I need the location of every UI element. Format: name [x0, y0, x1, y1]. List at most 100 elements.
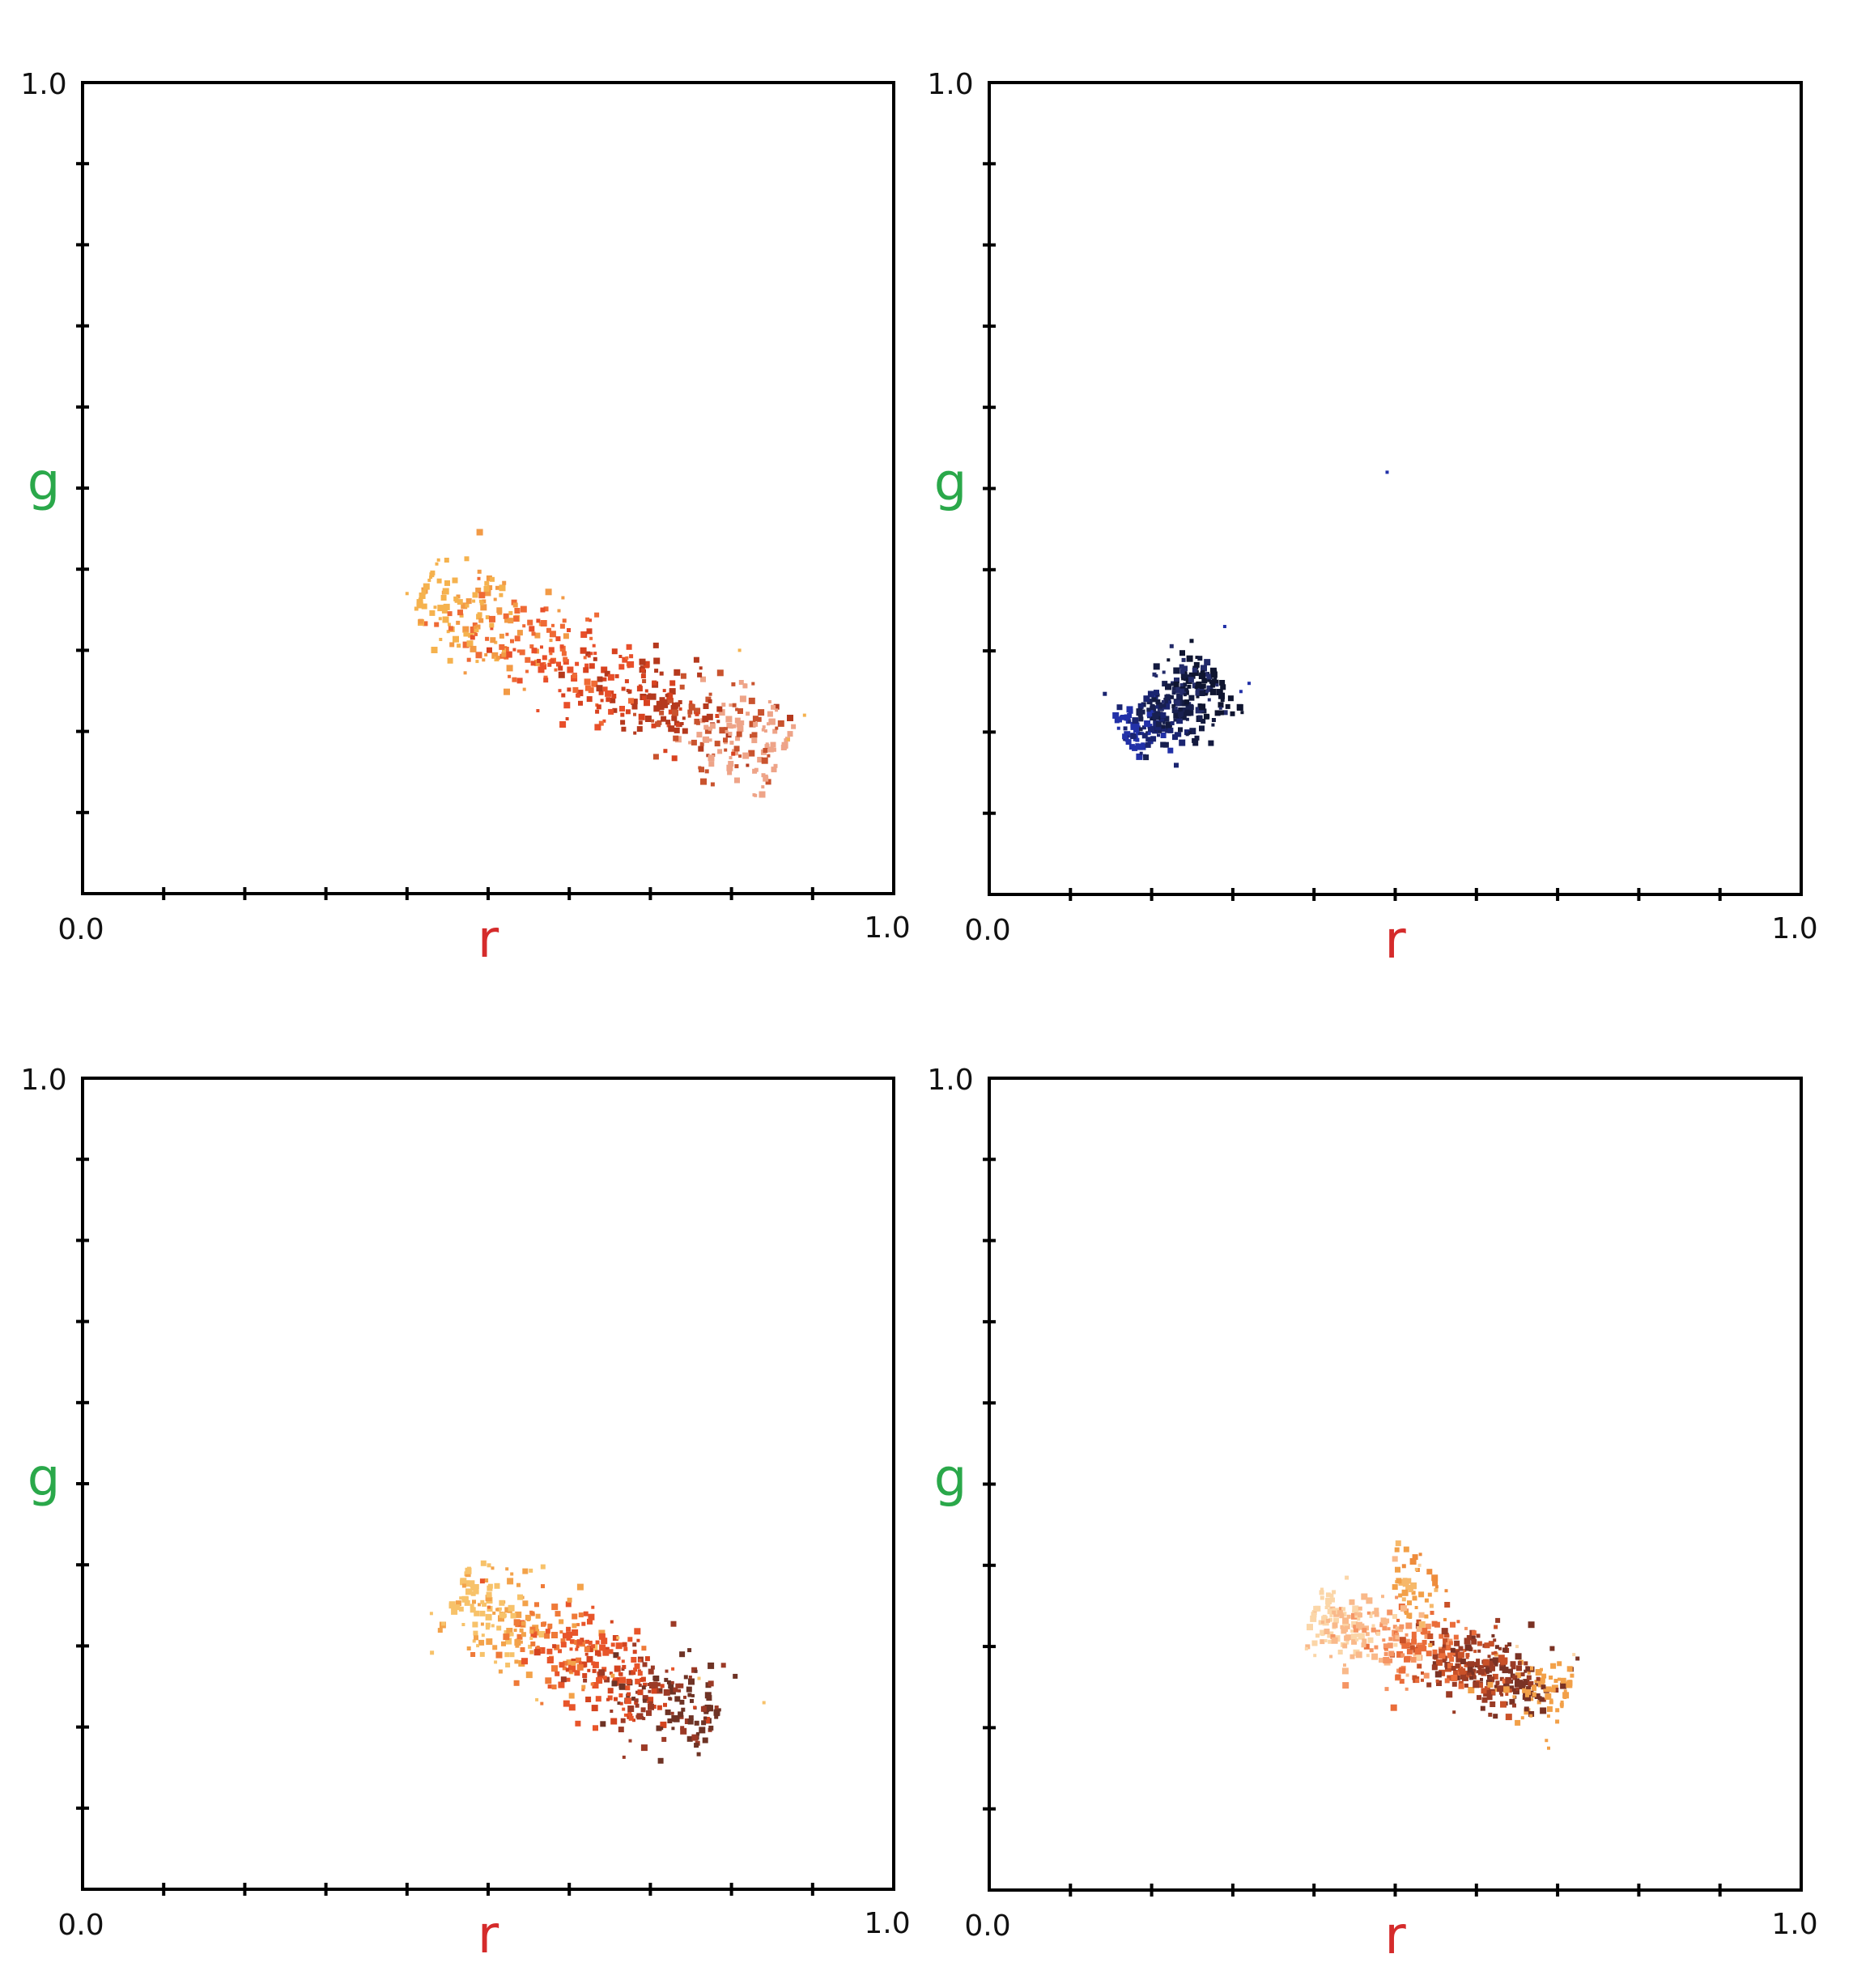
scatter-point: [536, 1646, 540, 1649]
scatter-point: [764, 744, 770, 750]
scatter-point: [621, 1667, 625, 1672]
scatter-point: [632, 1650, 637, 1655]
scatter-point: [529, 1650, 534, 1655]
scatter-point: [1367, 1637, 1374, 1643]
scatter-point: [1375, 1631, 1380, 1636]
scatter-point: [1199, 690, 1205, 696]
scatter-point: [547, 662, 552, 667]
scatter-point: [475, 1590, 479, 1593]
scatter-point: [1407, 1600, 1412, 1606]
scatter-point: [602, 1676, 607, 1680]
scatter-point: [557, 609, 561, 613]
scatter-point: [470, 627, 477, 633]
scatter-point: [1189, 639, 1194, 644]
scatter-point: [1431, 1621, 1438, 1627]
scatter-point: [671, 715, 678, 721]
scatter-point: [1405, 1642, 1410, 1647]
scatter-point: [1494, 1684, 1498, 1689]
scatter-point: [1132, 717, 1139, 724]
scatter-point: [1536, 1700, 1541, 1705]
scatter-point: [1187, 684, 1192, 689]
scatter-point: [451, 1608, 458, 1615]
scatter-point: [530, 1631, 538, 1638]
scatter-point: [587, 1618, 593, 1625]
scatter-point: [713, 1709, 720, 1716]
scatter-point: [611, 648, 618, 655]
scatter-point: [635, 1678, 641, 1684]
scatter-point: [510, 639, 514, 644]
scatter-point: [529, 1626, 536, 1633]
scatter-point: [1451, 1681, 1457, 1687]
scatter-point: [710, 782, 715, 787]
scatter-point: [585, 1697, 592, 1702]
scatter-point: [589, 652, 593, 656]
scatter-point: [663, 749, 668, 754]
scatter-point: [627, 1692, 631, 1697]
scatter-point: [495, 585, 499, 590]
y-axis-label: g: [28, 452, 61, 512]
scatter-point: [1371, 1653, 1379, 1660]
scatter-point: [730, 725, 734, 729]
scatter-point: [1459, 1667, 1466, 1675]
scatter-point: [761, 773, 766, 778]
scatter-point: [1395, 1632, 1399, 1637]
scatter-point: [1162, 703, 1167, 708]
scatter-point: [501, 1641, 506, 1646]
scatter-point: [529, 1637, 533, 1640]
scatter-point: [495, 1651, 503, 1659]
scatter-point: [503, 1633, 510, 1641]
scatter-point: [671, 1667, 675, 1671]
scatter-point: [494, 1660, 498, 1664]
scatter-point: [505, 1638, 512, 1645]
scatter-point: [665, 694, 669, 698]
scatter-point: [1504, 1644, 1508, 1648]
scatter-point: [1374, 1645, 1379, 1650]
scatter-point: [612, 707, 618, 713]
scatter-point: [478, 592, 486, 599]
scatter-point: [1200, 707, 1205, 712]
scatter-point: [773, 763, 778, 768]
scatter-point: [1310, 1615, 1317, 1622]
scatter-point: [1395, 1566, 1400, 1573]
plot-area: [989, 1078, 1801, 1890]
scatter-point: [1358, 1633, 1365, 1640]
scatter-point: [530, 661, 536, 666]
scatter-point: [699, 767, 704, 773]
scatter-point: [644, 689, 648, 693]
scatter-point: [704, 769, 709, 774]
scatter-point: [465, 632, 469, 636]
scatter-point: [723, 737, 728, 743]
scatter-point: [1354, 1612, 1358, 1616]
scatter-point: [1505, 1676, 1512, 1684]
scatter-point: [703, 1716, 708, 1720]
scatter-point: [618, 1683, 624, 1689]
scatter-point: [648, 1703, 654, 1710]
scatter-point: [505, 1663, 511, 1667]
scatter-point: [1340, 1625, 1345, 1629]
scatter-point: [1358, 1606, 1362, 1611]
scatter-point: [563, 702, 571, 709]
scatter-point: [634, 1628, 641, 1635]
scatter-point: [476, 1644, 480, 1648]
scatter-point: [453, 635, 459, 643]
scatter-point: [1442, 1644, 1446, 1648]
scatter-point: [1179, 669, 1185, 674]
scatter-point: [1416, 1619, 1422, 1625]
scatter-point: [628, 1739, 632, 1743]
scatter-point: [1350, 1629, 1354, 1633]
scatter-point: [551, 623, 555, 627]
scatter-point: [693, 656, 699, 663]
scatter-point: [576, 1657, 582, 1663]
scatter-point: [508, 610, 513, 615]
scatter-point: [593, 656, 597, 661]
scatter-point: [666, 723, 671, 728]
scatter-point: [1189, 728, 1196, 735]
scatter-point: [481, 1633, 485, 1638]
scatter-point: [423, 621, 428, 627]
scatter-point: [588, 687, 594, 694]
scatter-point: [1170, 695, 1174, 699]
scatter-point: [1160, 716, 1165, 720]
scatter-point: [1204, 659, 1211, 666]
scatter-point: [1355, 1638, 1359, 1642]
scatter-point: [652, 1705, 657, 1709]
